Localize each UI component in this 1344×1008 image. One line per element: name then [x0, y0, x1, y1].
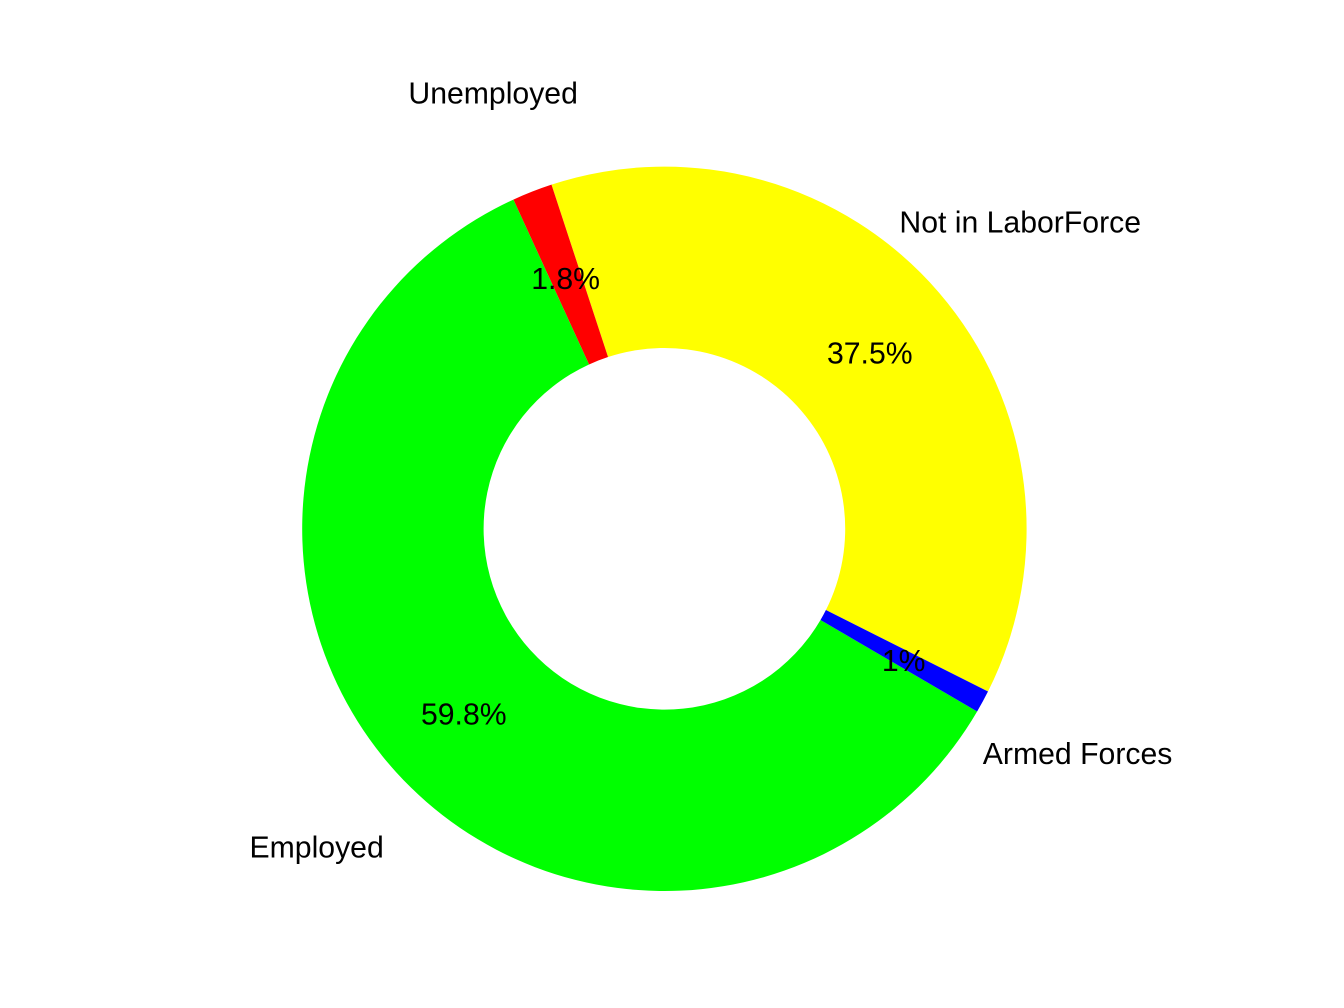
svg-text:Not in LaborForce: Not in LaborForce: [899, 206, 1141, 239]
svg-text:37.5%: 37.5%: [827, 338, 913, 371]
svg-text:1.8%: 1.8%: [531, 263, 600, 296]
svg-text:59.8%: 59.8%: [421, 698, 507, 731]
svg-text:Unemployed: Unemployed: [408, 77, 577, 110]
svg-text:Employed: Employed: [250, 831, 384, 864]
svg-text:1%: 1%: [882, 645, 926, 678]
svg-text:Armed Forces: Armed Forces: [983, 738, 1173, 771]
